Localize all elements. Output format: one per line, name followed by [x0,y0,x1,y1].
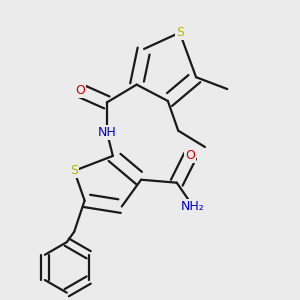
Text: NH: NH [98,126,116,139]
Text: S: S [176,26,184,39]
Text: O: O [185,149,195,162]
Text: S: S [70,164,78,177]
Text: O: O [75,84,85,97]
Text: NH₂: NH₂ [181,200,205,213]
